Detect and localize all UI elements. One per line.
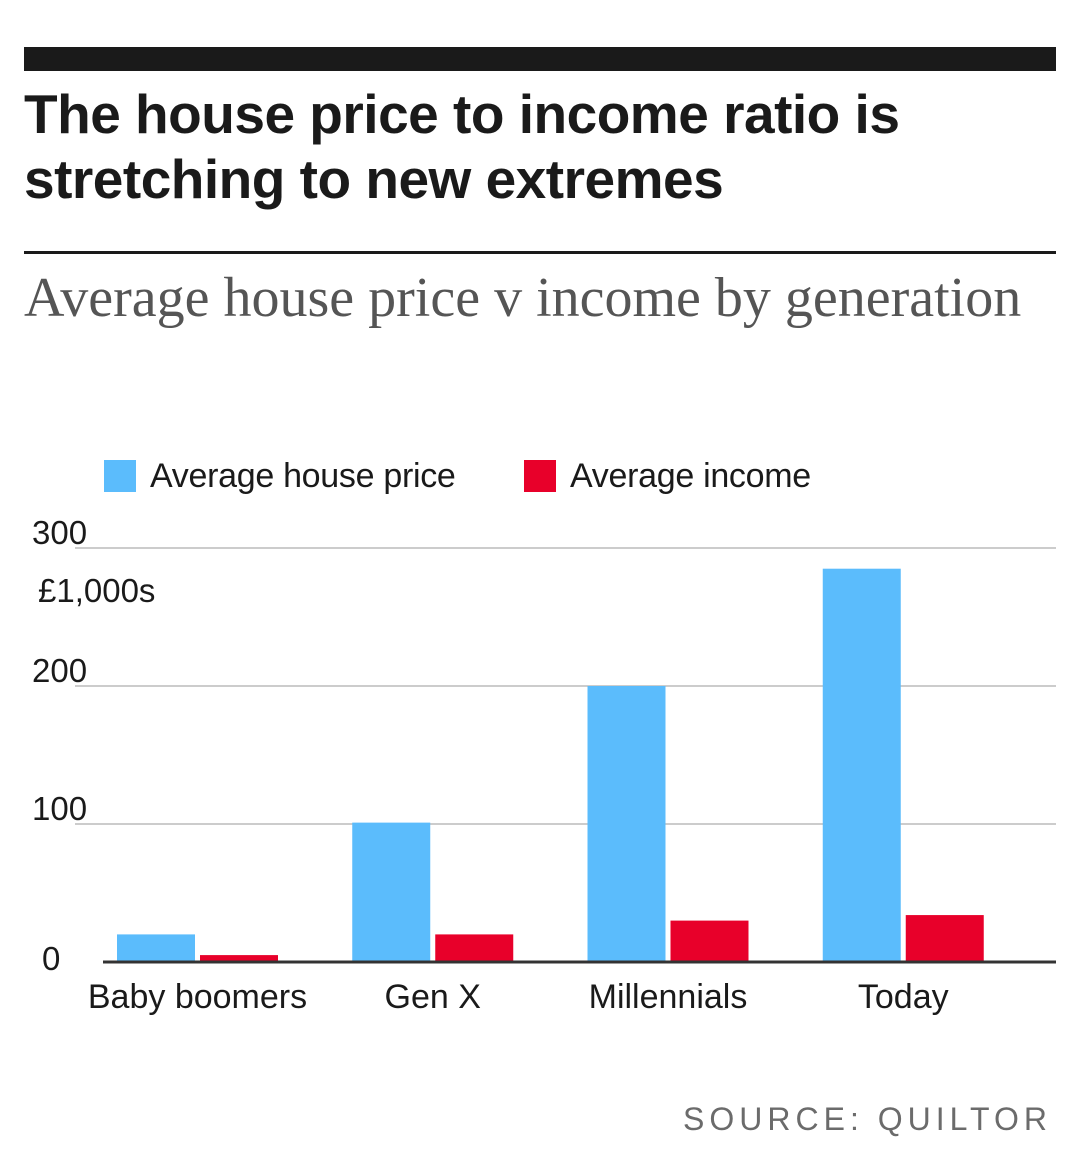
source-credit: SOURCE: QUILTOR [683,1101,1052,1137]
legend-label-income: Average income [570,457,811,495]
legend-label-house-price: Average house price [150,457,456,495]
y-tick-label: 200 [32,652,87,689]
bar-income [670,920,749,962]
y-tick-label: 300 [32,520,87,551]
legend-swatch-income [524,460,556,492]
bar-house-price [587,686,666,962]
bar-house-price [352,822,431,962]
x-category-label: Millennials [589,978,748,1016]
bar-house-price [822,568,901,962]
headline: The house price to income ratio is stret… [24,83,900,210]
top-rule [24,47,1056,71]
bar-income [435,934,514,962]
x-category-label: Gen X [385,978,481,1016]
bar-house-price [117,934,195,962]
x-category-label: Today [858,978,949,1016]
chart-subtitle: Average house price v income by generati… [24,267,1022,329]
y-unit-label: £1,000s [38,572,155,609]
legend-swatch-house-price [104,460,136,492]
y-tick-label: 100 [32,790,87,827]
bar-income [200,955,278,962]
title-divider [24,251,1056,254]
bar-income [905,915,984,962]
x-category-label: Baby boomers [88,978,307,1016]
y-tick-label: 0 [42,940,60,977]
bar-chart: 0 100 200 300 £1,000s Baby boomers Gen X Millen… [32,520,1056,1016]
